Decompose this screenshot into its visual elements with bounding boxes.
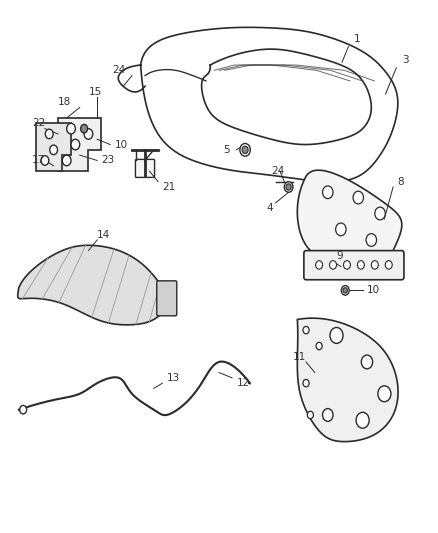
Circle shape	[371, 261, 378, 269]
Polygon shape	[58, 118, 102, 171]
Circle shape	[336, 223, 346, 236]
Text: 13: 13	[167, 373, 180, 383]
Circle shape	[316, 342, 322, 350]
Circle shape	[41, 156, 49, 165]
Text: 17: 17	[32, 156, 45, 165]
Circle shape	[375, 207, 385, 220]
Circle shape	[329, 261, 336, 269]
Circle shape	[303, 379, 309, 387]
Text: 12: 12	[237, 378, 250, 388]
Text: 11: 11	[293, 352, 306, 361]
Circle shape	[316, 261, 322, 269]
Circle shape	[343, 261, 350, 269]
Text: 5: 5	[223, 145, 230, 155]
Text: 14: 14	[97, 230, 110, 240]
Circle shape	[361, 355, 373, 369]
Circle shape	[20, 406, 27, 414]
FancyBboxPatch shape	[135, 159, 155, 177]
Text: 23: 23	[102, 156, 115, 165]
FancyBboxPatch shape	[157, 281, 177, 316]
Circle shape	[303, 326, 309, 334]
Text: 24: 24	[271, 166, 284, 176]
Text: 4: 4	[267, 203, 273, 213]
Circle shape	[385, 261, 392, 269]
Text: 22: 22	[32, 118, 45, 128]
Text: 10: 10	[367, 285, 380, 295]
Circle shape	[356, 413, 369, 428]
Circle shape	[242, 146, 248, 154]
Text: 15: 15	[88, 86, 102, 96]
Text: 18: 18	[58, 97, 71, 107]
Text: 10: 10	[115, 140, 127, 150]
Circle shape	[357, 261, 364, 269]
Circle shape	[284, 182, 293, 192]
Circle shape	[366, 233, 377, 246]
Text: 3: 3	[402, 55, 408, 64]
Text: 9: 9	[336, 251, 343, 261]
Circle shape	[343, 288, 347, 293]
Circle shape	[307, 411, 314, 419]
Text: 8: 8	[397, 176, 404, 187]
Circle shape	[330, 327, 343, 343]
Circle shape	[84, 128, 93, 139]
Circle shape	[353, 191, 364, 204]
Polygon shape	[36, 123, 71, 171]
Text: 24: 24	[112, 66, 126, 75]
Polygon shape	[297, 170, 402, 267]
Circle shape	[46, 129, 53, 139]
Circle shape	[62, 155, 71, 166]
FancyBboxPatch shape	[304, 251, 404, 280]
Circle shape	[322, 409, 333, 421]
Circle shape	[378, 386, 391, 402]
Circle shape	[240, 143, 251, 156]
Circle shape	[71, 139, 80, 150]
Circle shape	[286, 184, 291, 190]
Circle shape	[341, 286, 349, 295]
Circle shape	[49, 145, 57, 155]
Polygon shape	[297, 318, 398, 442]
Text: 21: 21	[162, 182, 176, 192]
Polygon shape	[18, 245, 167, 325]
Text: 1: 1	[354, 34, 360, 44]
Circle shape	[67, 123, 75, 134]
Circle shape	[81, 124, 88, 133]
Circle shape	[322, 186, 333, 199]
